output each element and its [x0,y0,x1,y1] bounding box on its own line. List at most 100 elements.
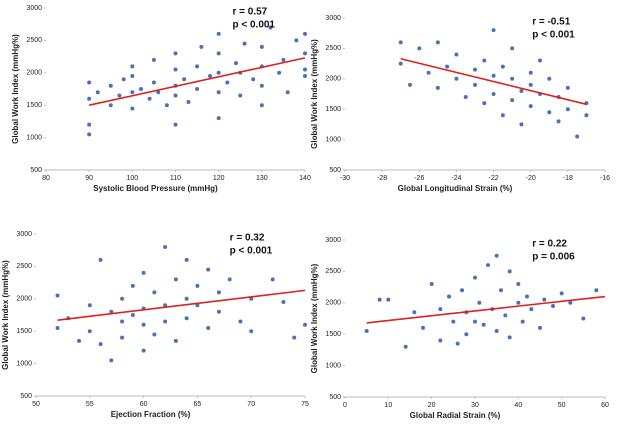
data-point [108,83,113,88]
data-point [249,296,254,301]
x-axis-title: Systolic Blood Pressure (mmHg) [93,184,218,193]
x-tick-label: -22 [489,175,499,182]
data-point [386,297,391,302]
y-tick-label: 500 [20,393,32,400]
data-point [464,332,469,337]
data-point [516,281,521,286]
data-point [95,90,100,95]
data-point [473,82,477,87]
data-point [408,82,412,87]
data-point [163,303,168,308]
data-point [575,134,580,139]
data-point [98,257,103,262]
y-axis-title: Global Work Index (mmHg%) [310,39,319,149]
x-tick-label: 130 [256,175,268,182]
y-tick-label: 2000 [325,76,341,83]
y-tick-label: 2500 [325,45,341,52]
data-point [77,338,82,343]
y-tick-label: 1000 [26,134,42,141]
data-point [55,325,60,330]
data-point [510,76,515,81]
data-point [120,335,125,340]
data-point [473,67,477,72]
data-point [109,358,114,363]
y-axis-title: Global Work Index (mmHg%) [1,260,10,370]
y-tick-label: 2000 [16,296,32,303]
annotation: p < 0.001 [532,30,575,41]
data-point [199,44,204,49]
data-point [130,74,135,79]
y-tick-label: 1500 [26,102,42,109]
data-point [259,44,264,49]
x-tick-label: 60 [601,402,609,409]
data-point [130,313,135,317]
data-point [398,40,403,45]
y-tick-label: 1000 [325,362,341,369]
data-point [398,61,403,66]
data-point [438,307,443,312]
annotation: r = 0.57 [232,7,267,18]
data-point [281,57,286,62]
data-point [121,77,126,82]
data-point [87,132,92,137]
data-point [206,267,211,272]
data-point [482,101,487,106]
data-point [403,344,408,349]
y-tick-label: 1000 [16,360,32,367]
data-point [259,83,264,88]
data-point [186,99,191,104]
data-point [242,41,247,46]
data-point [195,283,200,288]
data-point [584,113,589,118]
data-point [184,316,189,321]
data-point [216,70,221,75]
y-tick-label: 2500 [16,263,32,270]
data-point [364,329,369,334]
data-point [173,93,178,98]
data-point [216,309,221,314]
data-point [173,277,178,282]
data-point [151,80,156,85]
y-tick-label: 1000 [325,136,341,143]
annotation: r = -0.51 [532,17,571,28]
data-point [117,93,122,98]
regression-line [57,289,306,321]
y-tick-label: 2000 [26,70,42,77]
regression-line [88,57,306,106]
y-tick-label: 3000 [325,15,341,22]
data-point [500,64,505,69]
data-point [565,107,570,112]
data-point [454,52,459,57]
data-point [454,76,459,81]
data-point [251,77,256,82]
data-point [216,51,221,56]
data-point [510,46,515,51]
data-point [182,77,187,82]
data-point [152,290,157,295]
data-point [130,283,135,288]
data-point [520,319,525,324]
data-point [216,290,221,295]
data-point [547,110,552,115]
y-tick-label: 500 [30,167,42,174]
data-point [519,88,524,93]
data-point [412,310,417,315]
x-tick-label: -20 [526,175,536,182]
regression-line [366,295,606,324]
data-point [87,329,92,334]
data-point [377,297,382,302]
data-point [216,116,221,121]
data-point [565,85,570,90]
data-point [507,269,512,274]
data-point [164,103,169,108]
data-point [238,93,243,98]
data-point [87,303,92,308]
x-axis-title: Ejection Fraction (%) [111,410,191,419]
data-point [542,297,547,302]
data-point [108,103,113,108]
data-point [445,64,450,69]
x-tick-label: 60 [140,401,148,408]
data-point [206,325,211,330]
data-point [435,40,440,45]
data-point [277,70,282,75]
